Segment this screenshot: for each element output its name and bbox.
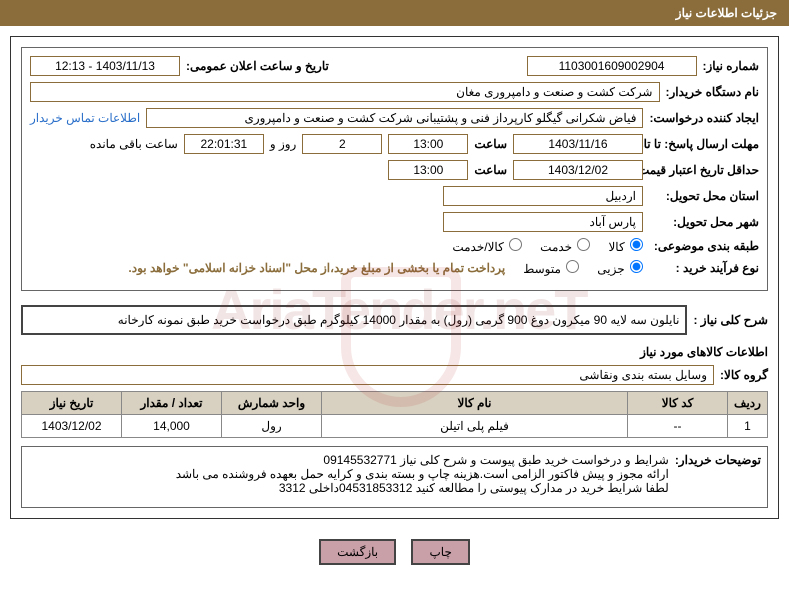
class-radio-both[interactable]: کالا/خدمت bbox=[452, 238, 522, 254]
page-header: جزئیات اطلاعات نیاز bbox=[0, 0, 789, 26]
announce-label: تاریخ و ساعت اعلان عمومی: bbox=[186, 59, 329, 73]
province-label: استان محل تحویل: bbox=[649, 189, 759, 203]
group-label: گروه کالا: bbox=[720, 368, 768, 382]
credit-label: حداقل تاریخ اعتبار قیمت: تا تاریخ: bbox=[649, 163, 759, 177]
credit-date: 1403/12/02 bbox=[513, 160, 643, 180]
time-label-1: ساعت bbox=[474, 137, 507, 151]
back-button[interactable]: بازگشت bbox=[319, 539, 396, 565]
contact-buyer-link[interactable]: اطلاعات تماس خریدار bbox=[30, 111, 140, 125]
th-unit: واحد شمارش bbox=[222, 392, 322, 415]
th-code: کد کالا bbox=[628, 392, 728, 415]
cell-date: 1403/12/02 bbox=[22, 415, 122, 438]
print-button[interactable]: چاپ bbox=[411, 539, 469, 565]
th-name: نام کالا bbox=[322, 392, 628, 415]
days-count: 2 bbox=[302, 134, 382, 154]
description-text: نایلون سه لایه 90 میکرون دوغ 900 گرمی (ر… bbox=[118, 313, 680, 327]
class-label: طبقه بندی موضوعی: bbox=[649, 239, 759, 253]
th-date: تاریخ نیاز bbox=[22, 392, 122, 415]
deadline-time: 13:00 bbox=[388, 134, 468, 154]
cell-code: -- bbox=[628, 415, 728, 438]
notes-line-1: شرایط و درخواست خرید طبق پیوست و شرح کلی… bbox=[28, 453, 669, 467]
days-text: روز و bbox=[270, 137, 297, 151]
description-box: نایلون سه لایه 90 میکرون دوغ 900 گرمی (ر… bbox=[21, 305, 687, 335]
class-radio-kala[interactable]: کالا bbox=[608, 238, 643, 254]
cell-unit: رول bbox=[222, 415, 322, 438]
creator-value: فیاض شکرانی گیگلو کارپرداز فنی و پشتیبان… bbox=[146, 108, 643, 128]
buyer-value: شرکت کشت و صنعت و دامپروری مغان bbox=[30, 82, 660, 102]
buyer-label: نام دستگاه خریدار: bbox=[666, 85, 760, 99]
city-label: شهر محل تحویل: bbox=[649, 215, 759, 229]
city-value: پارس آباد bbox=[443, 212, 643, 232]
items-table: ردیف کد کالا نام کالا واحد شمارش تعداد /… bbox=[21, 391, 768, 438]
deadline-date: 1403/11/16 bbox=[513, 134, 643, 154]
process-radio-small[interactable]: جزیی bbox=[597, 260, 643, 276]
need-no-label: شماره نیاز: bbox=[703, 59, 759, 73]
table-header-row: ردیف کد کالا نام کالا واحد شمارش تعداد /… bbox=[22, 392, 768, 415]
process-note: پرداخت تمام یا بخشی از مبلغ خرید،از محل … bbox=[128, 261, 505, 275]
cell-qty: 14,000 bbox=[122, 415, 222, 438]
content-panel: AriaTender.neT شماره نیاز: 1103001609002… bbox=[10, 36, 779, 519]
desc-label: شرح کلی نیاز : bbox=[693, 313, 768, 327]
cell-name: فیلم پلی اتیلن bbox=[322, 415, 628, 438]
announce-value: 1403/11/13 - 12:13 bbox=[30, 56, 180, 76]
credit-time: 13:00 bbox=[388, 160, 468, 180]
page-title: جزئیات اطلاعات نیاز bbox=[676, 6, 777, 20]
main-info-section: شماره نیاز: 1103001609002904 تاریخ و ساع… bbox=[21, 47, 768, 291]
goods-section-title: اطلاعات کالاهای مورد نیاز bbox=[21, 345, 768, 359]
need-no-value: 1103001609002904 bbox=[527, 56, 697, 76]
process-label: نوع فرآیند خرید : bbox=[649, 261, 759, 275]
creator-label: ایجاد کننده درخواست: bbox=[649, 111, 759, 125]
notes-line-3: لطفا شرایط خرید در مدارک پیوستی را مطالع… bbox=[28, 481, 669, 495]
table-row: 1 -- فیلم پلی اتیلن رول 14,000 1403/12/0… bbox=[22, 415, 768, 438]
buyer-notes-box: توضیحات خریدار: شرایط و درخواست خرید طبق… bbox=[21, 446, 768, 508]
button-bar: چاپ بازگشت bbox=[0, 529, 789, 575]
countdown-text: ساعت باقی مانده bbox=[90, 137, 178, 151]
province-value: اردبیل bbox=[443, 186, 643, 206]
th-row: ردیف bbox=[728, 392, 768, 415]
class-radio-khedmat[interactable]: خدمت bbox=[540, 238, 590, 254]
process-radio-medium[interactable]: متوسط bbox=[523, 260, 579, 276]
notes-label: توضیحات خریدار: bbox=[675, 453, 761, 467]
notes-line-2: ارائه مجوز و پیش فاکتور الزامی است.هزینه… bbox=[28, 467, 669, 481]
group-value: وسایل بسته بندی ‌و‌نقاشی bbox=[21, 365, 714, 385]
deadline-label: مهلت ارسال پاسخ: تا تاریخ: bbox=[649, 137, 759, 151]
cell-row: 1 bbox=[728, 415, 768, 438]
time-label-2: ساعت bbox=[474, 163, 507, 177]
countdown: 22:01:31 bbox=[184, 134, 264, 154]
th-qty: تعداد / مقدار bbox=[122, 392, 222, 415]
